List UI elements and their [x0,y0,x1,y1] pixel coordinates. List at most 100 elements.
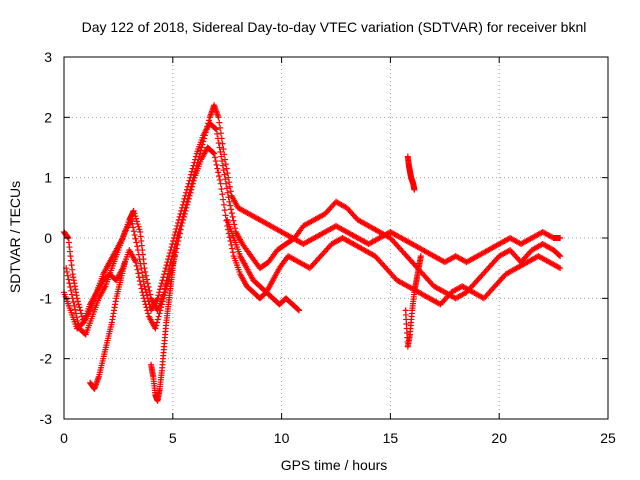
data-point [231,221,238,228]
data-point [214,135,221,142]
data-point [67,284,74,291]
x-tick-label: 15 [383,430,399,446]
data-point [157,286,164,293]
data-point [139,289,146,296]
y-tick-label: 1 [44,170,52,186]
series-track-f [224,216,303,314]
data-point [159,277,166,284]
data-point [158,301,165,308]
data-point [69,295,76,302]
data-point [189,180,196,187]
data-point [217,130,224,137]
series-track-g [404,153,418,193]
data-point [142,268,149,275]
data-point [136,274,143,281]
data-point [159,298,166,305]
data-point [172,228,179,235]
data-point [222,212,229,219]
data-point [215,169,222,176]
chart-title: Day 122 of 2018, Sidereal Day-to-day VTE… [82,19,587,35]
data-point [161,268,168,275]
data-point [142,301,149,308]
data-point [219,158,226,165]
data-point [135,223,142,230]
data-point [144,280,151,287]
data-point [225,194,232,201]
data-point [162,289,169,296]
data-point [76,304,83,311]
data-point [157,283,164,290]
data-point [138,265,145,272]
data-point [296,307,303,314]
data-point [143,272,150,279]
data-point [188,186,195,193]
x-tick-label: 0 [60,430,68,446]
series-track-d [87,259,128,392]
data-points [61,102,564,404]
data-point [220,201,227,208]
series-track-e [148,247,178,404]
data-point [176,230,183,237]
data-point [223,185,230,192]
data-point [65,276,72,283]
data-point [183,204,190,211]
data-point [192,153,199,160]
data-point [222,176,229,183]
data-point [68,291,75,298]
data-point [211,154,218,161]
data-point [136,277,143,284]
data-point [143,304,150,311]
data-point [220,167,227,174]
data-point [190,177,197,184]
data-point [142,286,149,293]
data-point [64,272,71,279]
data-point [181,210,188,217]
data-point [219,140,226,147]
data-point [174,241,181,248]
data-point [218,185,225,192]
data-point [121,259,128,266]
data-point [185,198,192,205]
data-point [166,250,173,257]
data-point [68,287,75,294]
data-point [137,281,144,288]
data-point [188,168,195,175]
data-point [210,149,217,156]
data-point [72,306,79,313]
data-point [145,310,152,317]
data-point [160,274,167,281]
data-point [168,244,175,251]
data-point [213,161,220,168]
data-point [216,173,223,180]
data-point [169,241,176,248]
data-point [133,262,140,269]
grid-lines [64,57,608,419]
data-point [79,320,86,327]
data-point [154,316,161,323]
data-point [153,322,160,329]
data-point [140,295,147,302]
data-point [217,149,224,156]
data-point [226,234,233,241]
y-tick-label: -2 [40,351,53,367]
data-point [189,183,196,190]
data-point [180,216,187,223]
data-point [295,306,302,313]
data-point [229,245,236,252]
data-point [220,196,227,203]
data-point [191,159,198,166]
y-axis-label: SDTVAR / TECUs [7,181,23,293]
data-point [71,302,78,309]
data-point [305,264,312,271]
x-tick-label: 5 [169,430,177,446]
data-point [213,126,220,133]
data-point [133,218,140,225]
data-point [155,313,162,320]
data-point [171,231,178,238]
data-point [170,235,177,241]
data-point [223,180,230,187]
data-point [219,191,226,198]
data-point [146,287,153,294]
data-point [417,253,424,260]
